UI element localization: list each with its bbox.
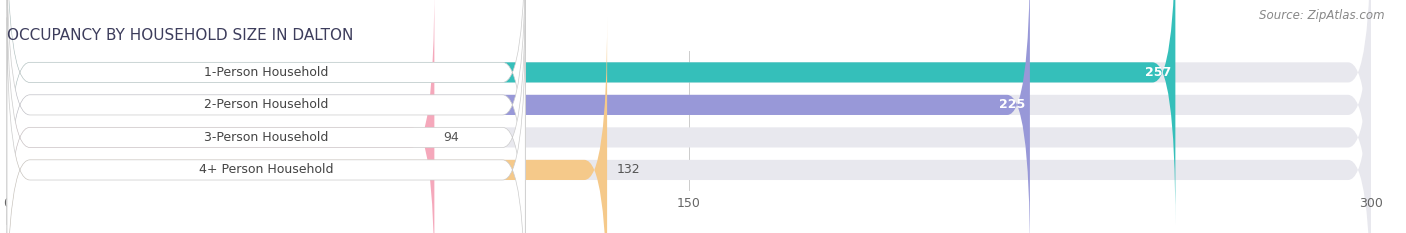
Text: 132: 132 bbox=[616, 163, 640, 176]
Text: Source: ZipAtlas.com: Source: ZipAtlas.com bbox=[1260, 9, 1385, 22]
FancyBboxPatch shape bbox=[7, 0, 526, 225]
FancyBboxPatch shape bbox=[7, 0, 1371, 233]
FancyBboxPatch shape bbox=[7, 0, 1029, 233]
Text: 257: 257 bbox=[1144, 66, 1171, 79]
Text: 2-Person Household: 2-Person Household bbox=[204, 98, 329, 111]
FancyBboxPatch shape bbox=[7, 17, 607, 233]
FancyBboxPatch shape bbox=[7, 17, 1371, 233]
FancyBboxPatch shape bbox=[7, 0, 1371, 225]
FancyBboxPatch shape bbox=[7, 0, 526, 233]
FancyBboxPatch shape bbox=[7, 0, 526, 233]
Text: 4+ Person Household: 4+ Person Household bbox=[198, 163, 333, 176]
Text: 3-Person Household: 3-Person Household bbox=[204, 131, 329, 144]
FancyBboxPatch shape bbox=[7, 0, 1371, 233]
FancyBboxPatch shape bbox=[7, 0, 434, 233]
FancyBboxPatch shape bbox=[7, 17, 526, 233]
Text: 225: 225 bbox=[1000, 98, 1025, 111]
Text: 94: 94 bbox=[443, 131, 460, 144]
FancyBboxPatch shape bbox=[7, 0, 1175, 225]
Text: 1-Person Household: 1-Person Household bbox=[204, 66, 329, 79]
Text: OCCUPANCY BY HOUSEHOLD SIZE IN DALTON: OCCUPANCY BY HOUSEHOLD SIZE IN DALTON bbox=[7, 28, 353, 43]
